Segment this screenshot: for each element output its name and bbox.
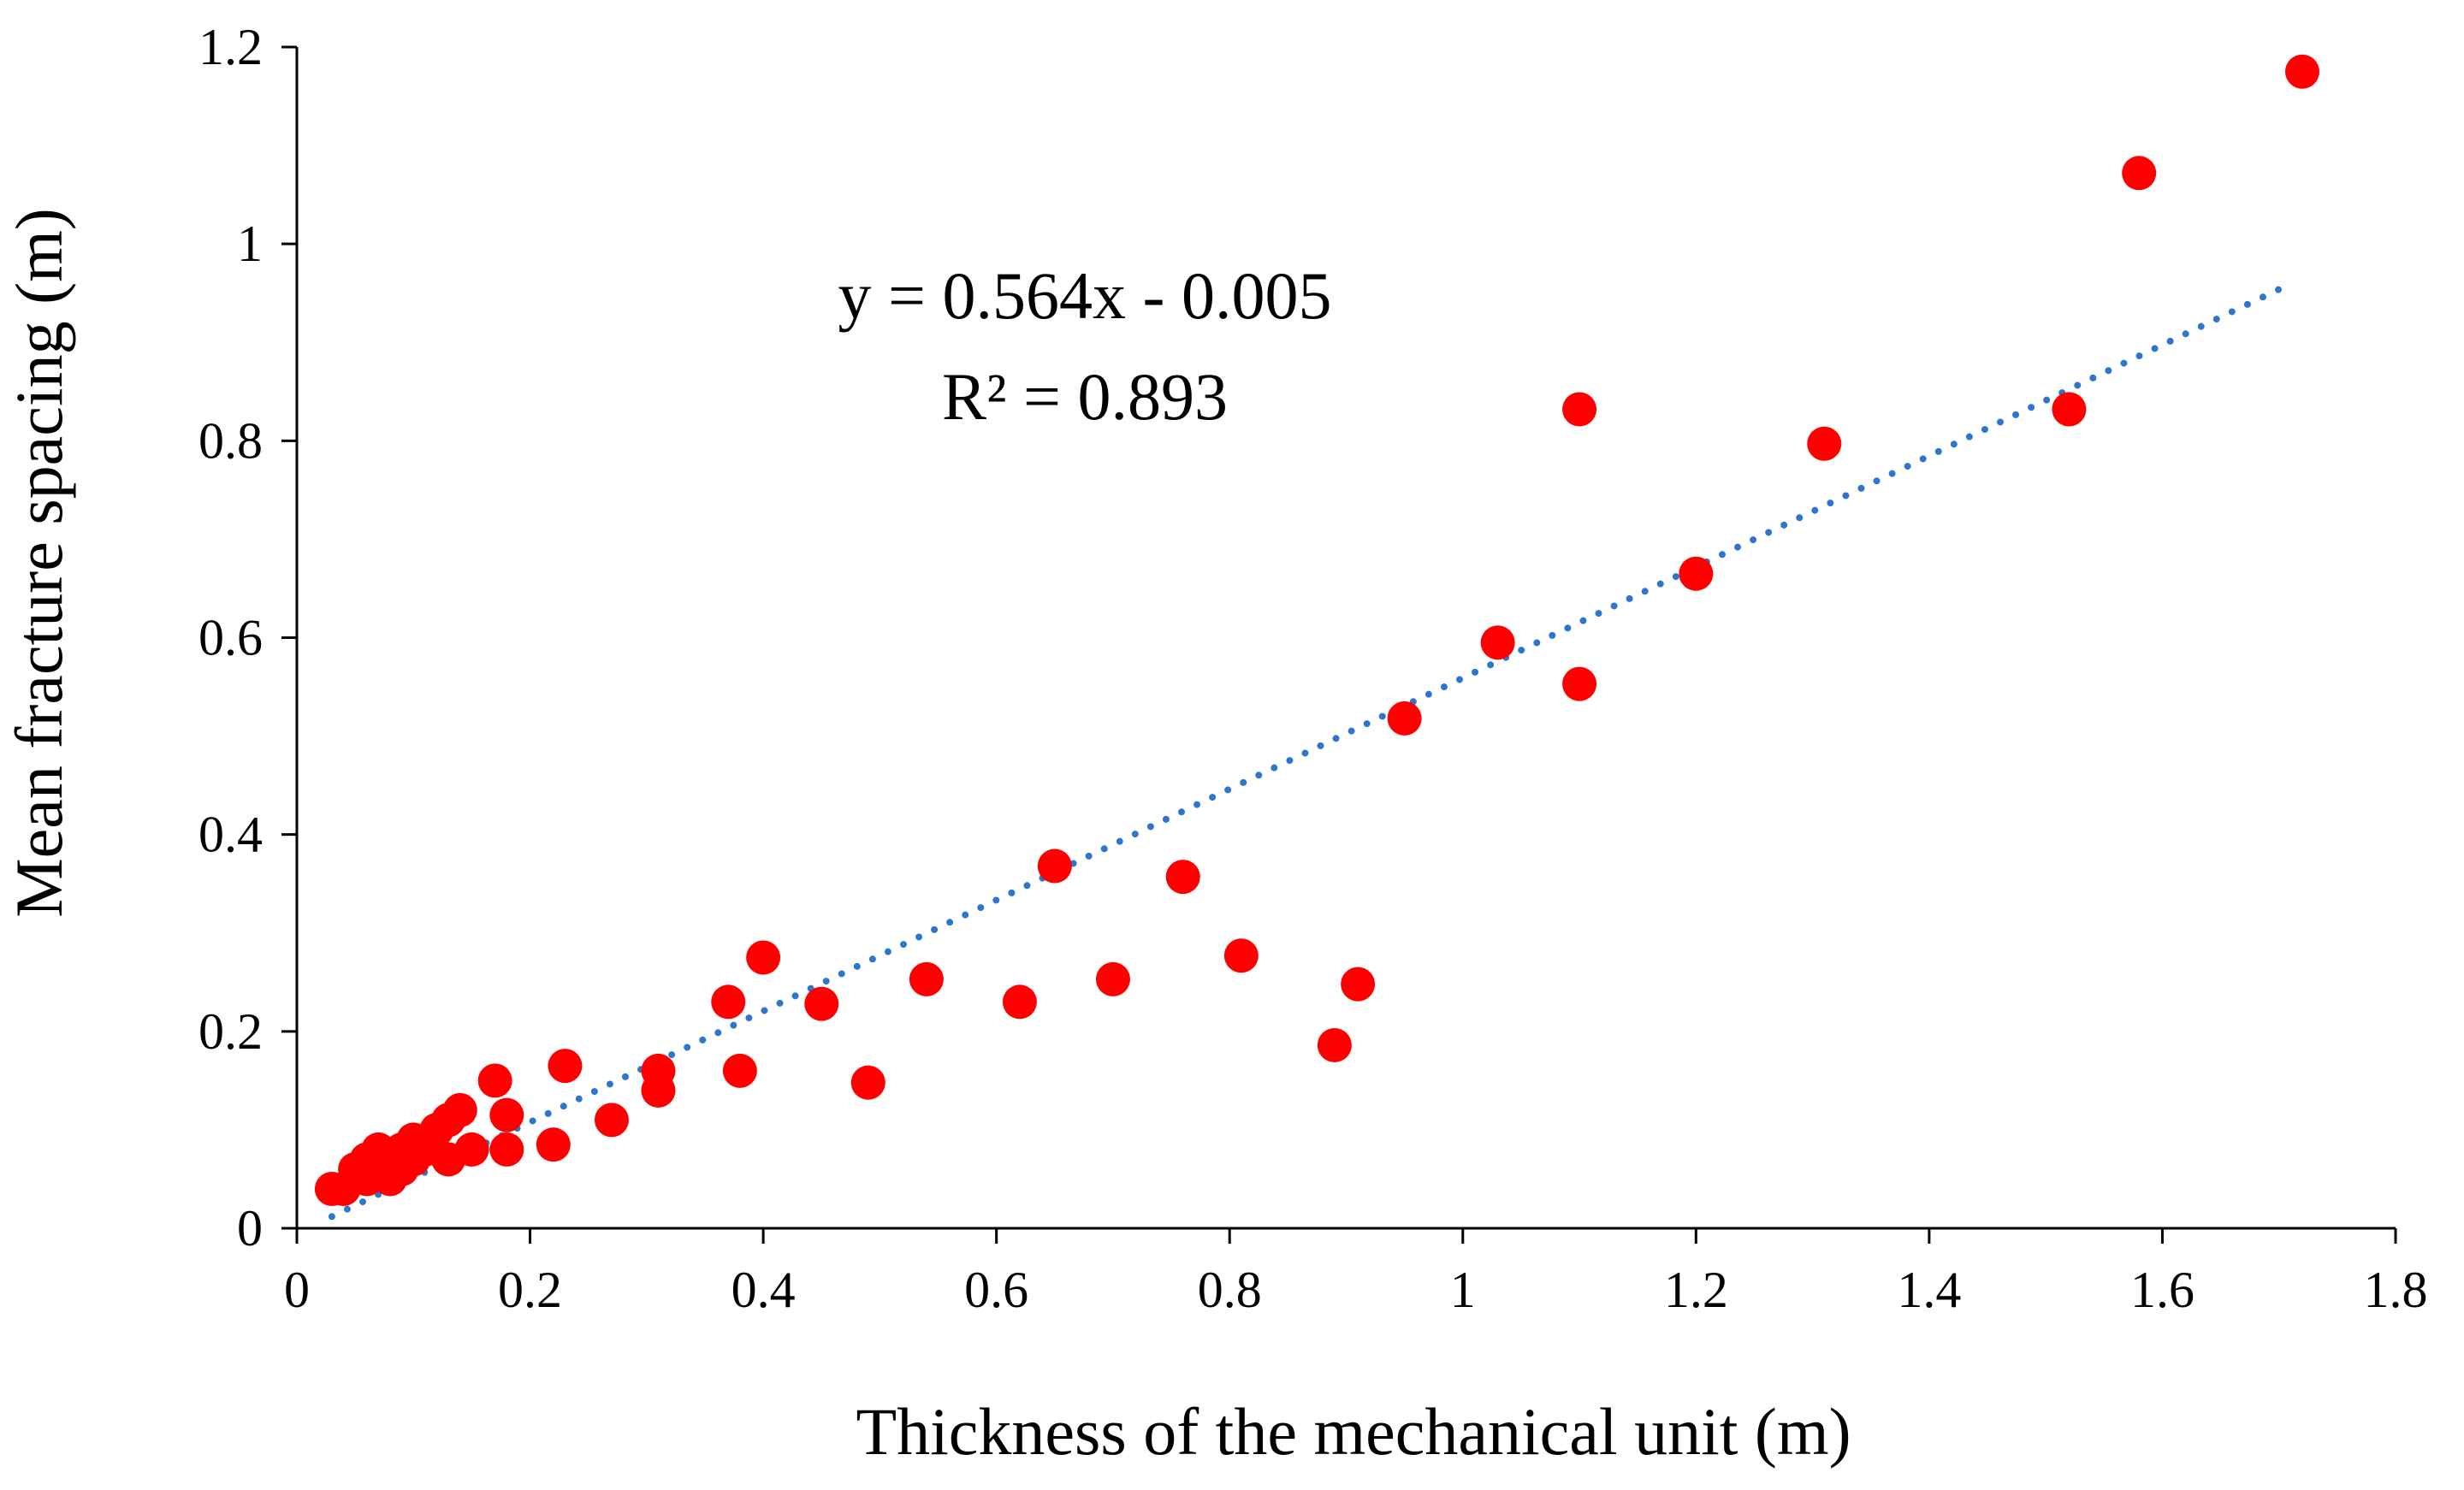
data-point: [1037, 848, 1072, 884]
data-point: [1095, 961, 1130, 996]
data-point: [804, 986, 839, 1021]
data-point: [548, 1049, 583, 1084]
y-axis-title: Mean fracture spacing (m): [2, 208, 76, 917]
data-point: [489, 1097, 524, 1132]
data-point: [1679, 556, 1714, 591]
data-point: [489, 1132, 524, 1167]
data-point: [850, 1065, 886, 1100]
data-point: [711, 984, 746, 1020]
data-point: [442, 1092, 477, 1127]
y-tick-label: 0: [237, 1200, 263, 1256]
data-point: [2122, 156, 2157, 191]
y-tick-label: 0.4: [198, 807, 263, 863]
data-point: [1807, 426, 1842, 461]
x-tick-label: 1: [1450, 1262, 1476, 1318]
data-point: [536, 1127, 571, 1162]
x-tick-label: 0.2: [498, 1262, 562, 1318]
data-point: [641, 1053, 676, 1088]
x-tick-label: 1.2: [1664, 1262, 1728, 1318]
ticks-group: 0 0.2 0.4 0.6 0.8 1 1.2 1.4 1.6 1.8 0 0.2 0.4 0.6 0.8 1…: [198, 19, 2428, 1318]
y-tick-label: 0.8: [198, 412, 263, 469]
y-tick-label: 0.2: [198, 1003, 263, 1060]
points-group: [314, 54, 2319, 1206]
data-point: [594, 1103, 629, 1138]
trendline: [328, 280, 2295, 1221]
x-tick-label: 0.8: [1198, 1262, 1262, 1318]
data-point: [1562, 392, 1597, 427]
data-point: [1002, 984, 1037, 1020]
r-squared-label: R² = 0.893: [942, 359, 1228, 434]
data-point: [1165, 860, 1200, 895]
data-point: [454, 1132, 489, 1167]
x-tick-label: 0.6: [964, 1262, 1028, 1318]
equation-label: y = 0.564x - 0.005: [838, 258, 1332, 333]
x-axis-title: Thickness of the mechanical unit (m): [856, 1394, 1851, 1469]
x-tick-label: 1.8: [2364, 1262, 2428, 1318]
data-point: [477, 1063, 512, 1098]
y-tick-label: 1.2: [198, 19, 263, 75]
data-point: [1223, 938, 1259, 973]
data-point: [1562, 666, 1597, 701]
x-tick-label: 0: [284, 1262, 310, 1318]
data-point: [1341, 967, 1376, 1002]
trendline-group: [328, 280, 2295, 1221]
data-point: [2284, 54, 2319, 89]
data-point: [909, 961, 944, 996]
data-point: [746, 940, 781, 975]
data-point: [1317, 1027, 1352, 1062]
data-point: [1480, 625, 1515, 660]
x-tick-label: 0.4: [732, 1262, 796, 1318]
y-tick-label: 0.6: [198, 610, 263, 666]
x-tick-label: 1.4: [1897, 1262, 1961, 1318]
data-point: [1387, 701, 1422, 736]
data-point: [2052, 392, 2087, 427]
x-tick-label: 1.6: [2130, 1262, 2194, 1318]
y-tick-label: 1: [237, 216, 263, 272]
data-point: [722, 1053, 757, 1088]
